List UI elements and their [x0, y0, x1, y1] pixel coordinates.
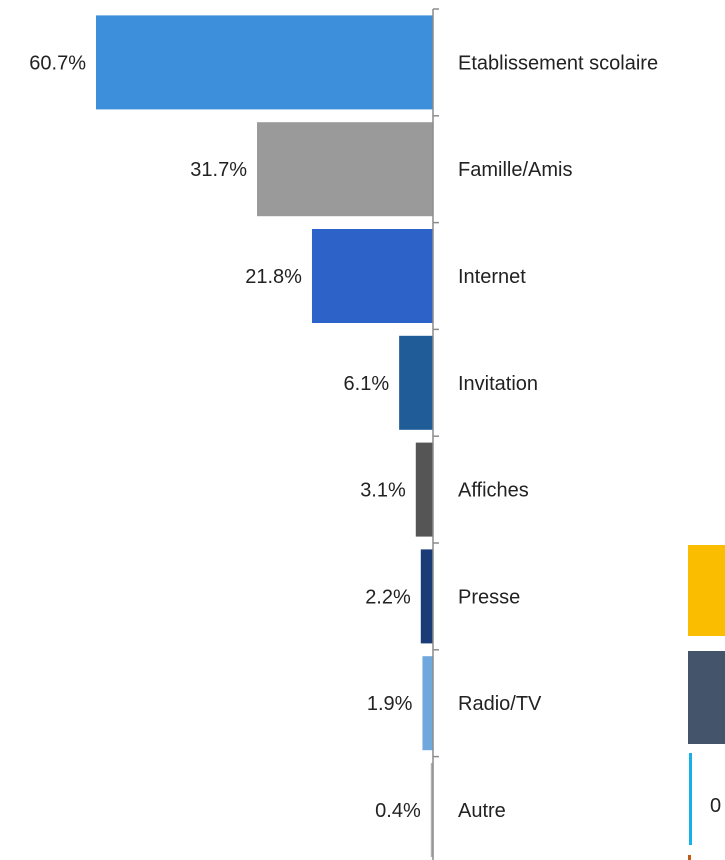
bar-famille-amis [257, 122, 433, 217]
bar-etablissement-scolaire [96, 15, 433, 110]
category-axis [432, 8, 439, 860]
bars-group [96, 15, 433, 857]
bar-invitation [399, 335, 433, 430]
category-label: Presse [458, 586, 520, 608]
legend-swatch-yellow [688, 545, 725, 636]
value-label: 2.2% [365, 586, 411, 608]
value-label: 21.8% [245, 266, 302, 288]
value-label: 31.7% [190, 159, 247, 181]
side-legend-fragment: 0 [688, 545, 725, 860]
value-label: 6.1% [344, 373, 390, 395]
legend-clipped-label: 0 [710, 795, 721, 817]
value-label: 60.7% [29, 52, 86, 74]
category-label: Autre [458, 800, 506, 822]
bar-presse [420, 549, 433, 644]
legend-swatch-orange [688, 855, 691, 860]
value-label: 0.4% [375, 800, 421, 822]
value-label: 1.9% [367, 693, 413, 715]
bar-autre [430, 763, 433, 857]
category-label: Affiches [458, 480, 529, 502]
bar-affiches [415, 442, 433, 537]
legend-swatch-cyan [689, 753, 692, 845]
category-label: Etablissement scolaire [458, 52, 658, 74]
labels-group: 60.7% Etablissement scolaire 31.7% Famille/… [29, 52, 658, 822]
category-label: Internet [458, 266, 526, 288]
bar-internet [311, 229, 433, 323]
category-label: Famille/Amis [458, 159, 572, 181]
legend-swatch-slate [688, 651, 725, 744]
value-label: 3.1% [360, 480, 406, 502]
category-label: Invitation [458, 373, 538, 395]
category-label: Radio/TV [458, 693, 542, 715]
bar-radio-tv [422, 656, 433, 751]
